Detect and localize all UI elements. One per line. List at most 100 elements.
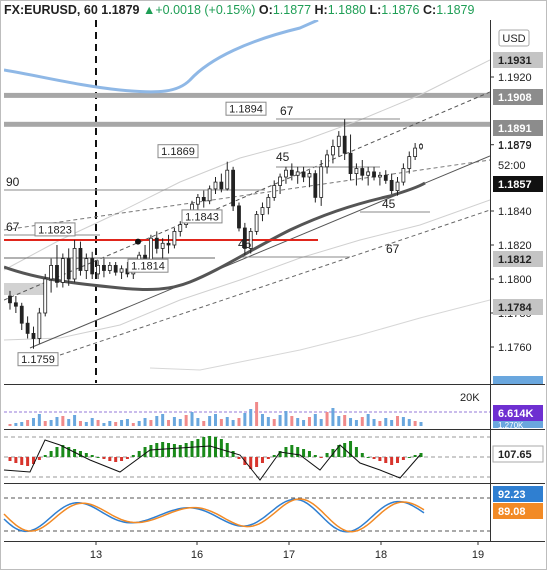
candle-body[interactable] — [354, 168, 359, 174]
candle-body[interactable] — [242, 227, 247, 249]
candle-body[interactable] — [8, 295, 12, 304]
candle-body[interactable] — [43, 278, 48, 314]
candle-body[interactable] — [96, 264, 100, 275]
candle-body[interactable] — [195, 196, 200, 205]
candle-body[interactable] — [31, 332, 36, 339]
candle-body[interactable] — [55, 264, 59, 283]
candle-body[interactable] — [78, 247, 83, 271]
time-axis[interactable]: 13 16 17 18 19 — [90, 541, 484, 561]
macd-histogram-bar — [49, 451, 53, 457]
candle-body[interactable] — [172, 230, 177, 246]
candle-body[interactable] — [37, 312, 42, 339]
candle-body[interactable] — [60, 258, 65, 283]
stochastic-d-label: 89.08 — [498, 506, 526, 518]
candle-body[interactable] — [254, 213, 259, 232]
macd-histogram-bar — [190, 441, 194, 457]
candle-body[interactable] — [313, 173, 318, 198]
candle-body[interactable] — [213, 181, 218, 190]
candle-body[interactable] — [372, 171, 376, 178]
candle-body[interactable] — [166, 242, 171, 246]
volume-bar — [390, 420, 394, 426]
candle-body[interactable] — [72, 247, 77, 280]
candle-body[interactable] — [178, 224, 183, 232]
price-badge — [493, 251, 543, 267]
candle-body[interactable] — [342, 135, 347, 154]
candle-body[interactable] — [325, 154, 329, 168]
candle-body[interactable] — [389, 179, 394, 191]
volume-bar — [278, 415, 282, 426]
candle-body[interactable] — [284, 169, 288, 178]
candle-body[interactable] — [107, 264, 112, 271]
candle-body[interactable] — [266, 196, 271, 208]
volume-bar — [178, 419, 182, 426]
volume-bar — [413, 421, 417, 426]
candle-body[interactable] — [331, 145, 335, 156]
candle-body[interactable] — [383, 174, 388, 181]
currency-button[interactable] — [498, 29, 530, 47]
candle-body[interactable] — [272, 185, 277, 198]
candle-body[interactable] — [395, 181, 400, 192]
candle-body[interactable] — [154, 237, 159, 249]
candle-body[interactable] — [348, 152, 353, 174]
fib-level-label: 45 — [382, 197, 396, 211]
candle-body[interactable] — [231, 169, 236, 207]
volume-bar — [272, 419, 276, 426]
candle-body[interactable] — [160, 242, 165, 249]
candle-body[interactable] — [219, 181, 224, 190]
candle-body[interactable] — [66, 258, 71, 280]
candle-body[interactable] — [307, 173, 312, 178]
candle-body[interactable] — [360, 168, 365, 176]
candle-body[interactable] — [289, 169, 294, 176]
candle-body[interactable] — [207, 188, 212, 202]
candle-body[interactable] — [301, 171, 306, 178]
marker-dot — [135, 238, 141, 245]
stochastic-pane[interactable]: 92.23 89.08 — [3, 486, 543, 533]
candle-body[interactable] — [201, 196, 206, 202]
price-badge-text: 52:00 — [498, 160, 526, 172]
candle-body[interactable] — [413, 147, 418, 158]
candle-body[interactable] — [260, 207, 265, 215]
candle-body[interactable] — [149, 237, 153, 261]
volume-bar — [196, 418, 200, 426]
macd-histogram-bar — [143, 447, 147, 457]
macd-pane[interactable]: 107.65 — [3, 436, 544, 481]
candle-body[interactable] — [119, 268, 124, 273]
volume-bar — [366, 414, 370, 426]
candle-body[interactable] — [19, 305, 24, 324]
volume-bar — [190, 412, 194, 426]
macd-histogram-bar — [114, 457, 118, 462]
candle-body[interactable] — [401, 168, 406, 183]
candle-body[interactable] — [49, 264, 53, 280]
candle-body[interactable] — [248, 230, 253, 249]
candle-body[interactable] — [319, 166, 324, 198]
candle-body[interactable] — [113, 264, 118, 273]
candle-body[interactable] — [336, 135, 341, 147]
candle-body[interactable] — [419, 144, 423, 149]
fib-level-label: 45 — [276, 150, 290, 164]
price-badge-text: 1.1908 — [498, 92, 532, 104]
candle-body[interactable] — [13, 302, 18, 307]
candle-body[interactable] — [102, 264, 106, 271]
macd-histogram-bar — [360, 453, 364, 457]
macd-histogram-bar — [302, 449, 306, 457]
candle-body[interactable] — [237, 205, 241, 229]
main-pane[interactable]: 1.1894 1.1869 1.1843 1.1823 1.1814 1.1759 90 67… — [4, 20, 490, 383]
candle-body[interactable] — [278, 176, 282, 186]
candle-body[interactable] — [90, 258, 95, 275]
candle-body[interactable] — [84, 258, 89, 271]
candle-body[interactable] — [225, 169, 230, 190]
volume-bar — [331, 408, 335, 426]
candle-body[interactable] — [407, 156, 412, 169]
candle-body[interactable] — [295, 171, 300, 176]
price-axis[interactable]: 1.17601.17801.18001.18201.18401.18791.19… — [490, 29, 543, 384]
volume-badge — [493, 405, 543, 421]
candle-body[interactable] — [377, 174, 382, 178]
annotation-box — [17, 352, 59, 367]
price-tick-label: 1.1879 — [498, 140, 532, 152]
middle-envelope — [4, 199, 490, 341]
candle-body[interactable] — [366, 171, 371, 176]
symbol-name[interactable]: FX:EURUSD, 60 — [4, 3, 98, 17]
candle-body[interactable] — [25, 322, 30, 334]
